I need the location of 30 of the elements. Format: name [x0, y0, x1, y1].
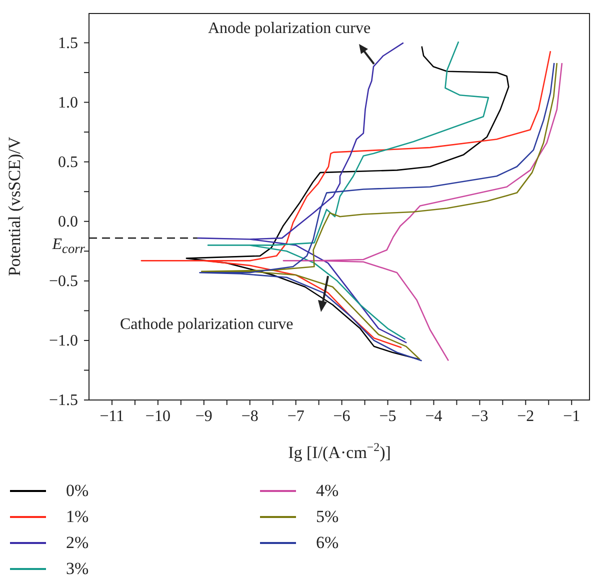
ref-line-label: E$_{corr}$	[52, 236, 85, 256]
legend-label: 0%	[66, 481, 89, 501]
annotation: Cathode polarization curve	[120, 316, 294, 333]
x-tick-label: −10	[145, 408, 170, 425]
legend-label: 2%	[66, 533, 89, 553]
y-tick-label: −1.0	[48, 332, 78, 350]
x-tick-label: −6	[333, 408, 350, 425]
legend-label: 3%	[66, 559, 89, 578]
x-tick-label: −9	[195, 408, 212, 425]
x-tick-label: −8	[241, 408, 258, 425]
x-axis-title: Ig [I/(A·cm$^{−2}$)]	[288, 440, 391, 462]
y-tick-label: 1.0	[58, 94, 78, 112]
y-tick-label: −1.5	[48, 392, 78, 409]
legend-label: 4%	[316, 481, 339, 501]
annotation: Anode polarization curve	[208, 20, 371, 37]
x-tick-label: −2	[517, 408, 534, 425]
y-tick-label: 0.0	[58, 213, 78, 230]
legend-label: 5%	[316, 507, 339, 527]
y-tick-label: 0.5	[58, 154, 78, 171]
y-tick-label: −0.5	[48, 272, 78, 290]
x-tick-label: −1	[563, 408, 580, 425]
legend-label: 1%	[66, 507, 89, 527]
legend-label: 6%	[316, 533, 339, 553]
x-tick-label: −7	[287, 408, 304, 425]
x-tick-label: −4	[425, 408, 442, 425]
x-tick-label: −11	[100, 408, 124, 425]
y-axis-title: Potential (vsSCE)/V	[5, 136, 24, 276]
x-tick-label: −5	[379, 408, 396, 425]
x-tick-label: −3	[471, 408, 488, 425]
y-tick-label: 1.5	[58, 34, 78, 52]
